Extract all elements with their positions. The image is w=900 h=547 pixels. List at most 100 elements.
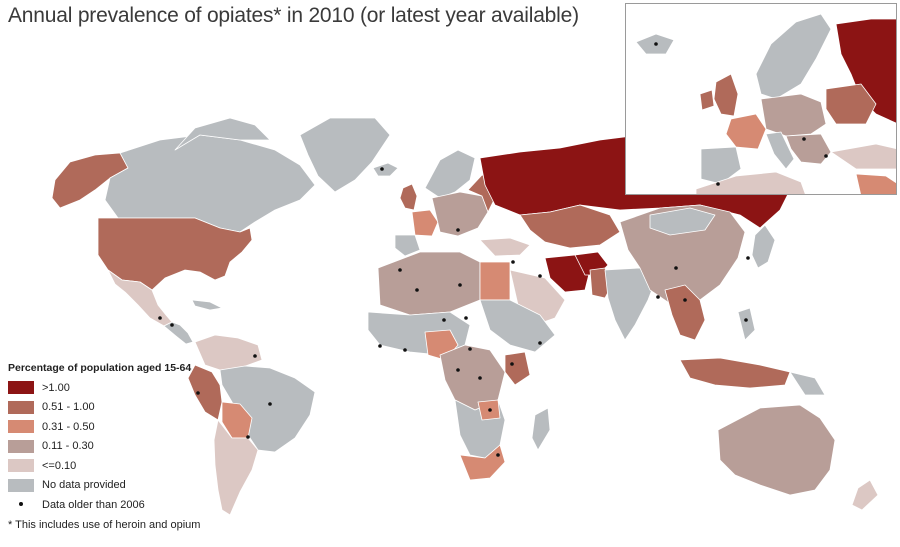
region-indonesia [679,357,791,389]
inset-iberia [700,146,742,185]
old-data-dot [744,318,748,322]
inset-old-data-dot [802,137,806,141]
old-data-dot [478,376,482,380]
region-argentina-chile [213,419,259,516]
old-data-dot [158,316,162,320]
old-data-dot [683,298,687,302]
old-data-dot [456,228,460,232]
old-data-dot [464,316,468,320]
old-data-dot [456,368,460,372]
legend-item: <=0.10 [8,456,248,476]
map-legend: Percentage of population aged 15-64 >1.0… [8,362,248,515]
legend-label: No data provided [42,479,126,492]
region-central-asia [519,204,621,249]
inset-russia [835,18,896,124]
old-data-dot [442,318,446,322]
old-data-dot [488,408,492,412]
old-data-dot [415,288,419,292]
region-china [619,204,746,306]
inset-ireland [699,89,715,111]
region-scandinavia [424,149,476,199]
region-kenya [504,351,531,386]
old-data-dot [398,268,402,272]
legend-item: 0.51 - 1.00 [8,398,248,418]
old-data-dot [196,391,200,395]
region-france [411,209,439,237]
old-data-dot [538,341,542,345]
region-madagascar [531,407,551,451]
region-caribbean [191,299,223,311]
map-title: Annual prevalence of opiates* in 2010 (o… [8,4,579,27]
old-data-dot [268,402,272,406]
region-south-africa [459,444,506,481]
legend-swatch [8,439,34,453]
inset-france [725,113,767,150]
inset-central-europe [760,93,827,137]
legend-dot-label: Data older than 2006 [42,498,145,511]
region-north-africa [377,251,481,316]
legend-swatch [8,459,34,473]
region-turkey [479,237,531,257]
old-data-dot [380,167,384,171]
old-data-dot [510,362,514,366]
legend-swatch [8,400,34,414]
region-japan [751,224,776,269]
inset-scandinavia [755,13,832,100]
old-data-dot [468,347,472,351]
europe-inset-svg [635,13,896,194]
legend-label: <=0.10 [42,459,77,472]
inset-old-data-dot [716,182,720,186]
old-data-dot [458,283,462,287]
old-data-dot [674,266,678,270]
legend-label: 0.11 - 0.30 [42,440,94,453]
region-uk [399,183,418,211]
legend-label: >1.00 [42,381,70,394]
old-data-dot [746,256,750,260]
inset-italy [765,131,795,170]
legend-label: 0.51 - 1.00 [42,401,95,414]
legend-label: 0.31 - 0.50 [42,420,95,433]
old-data-dot [378,344,382,348]
legend-item: 0.11 - 0.30 [8,437,248,457]
old-data-dot [246,435,250,439]
inset-turkey [830,143,896,170]
region-iberia [394,234,421,257]
region-australia [717,404,836,496]
region-colombia-venezuela [194,334,263,371]
inset-ukraine [825,83,877,125]
inset-north-africa [695,171,806,194]
old-data-dot [403,348,407,352]
inset-old-data-dot [654,42,658,46]
region-new-zealand [851,479,879,511]
region-central-europe [431,191,489,237]
region-philippines [737,307,756,341]
old-data-dot [170,323,174,327]
legend-dot-icon [8,498,34,511]
footnote: * This includes use of heroin and opium [8,519,201,531]
old-data-dot [511,260,515,264]
inset-uk [713,73,739,117]
region-mongolia [649,207,716,236]
old-data-dot [538,274,542,278]
region-iceland [372,162,399,177]
old-data-dot [253,354,257,358]
legend-swatch [8,478,34,492]
legend-item: >1.00 [8,378,248,398]
inset-old-data-dot [824,154,828,158]
legend-title: Percentage of population aged 15-64 [8,362,192,374]
region-southeast-asia [664,284,706,341]
region-central-america [163,321,194,345]
legend-swatch [8,420,34,434]
old-data-dot [496,453,500,457]
region-greenland [299,117,391,193]
region-egypt [479,261,511,301]
inset-balkans [785,133,832,165]
europe-inset-map [625,3,897,195]
region-horn-of-africa [479,299,556,353]
legend-item: 0.31 - 0.50 [8,417,248,437]
legend-item: No data provided [8,476,248,496]
region-arctic-islands [174,117,271,151]
old-data-dot [656,295,660,299]
legend-item-dot: Data older than 2006 [8,495,248,515]
inset-middle-east [855,173,896,194]
